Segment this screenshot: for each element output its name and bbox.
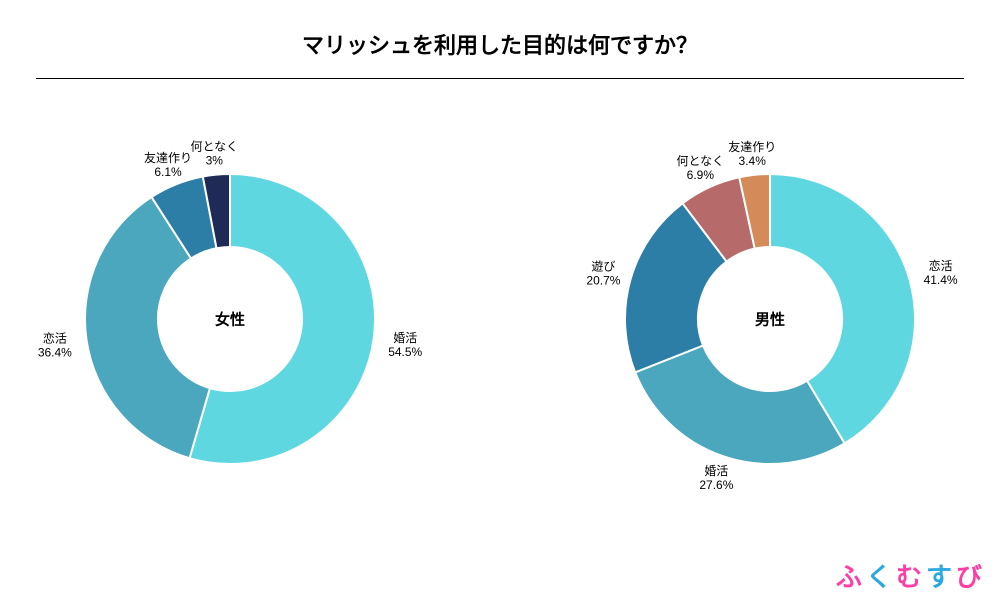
slice-label: 何となく6.9% [677,154,725,182]
slice-label: 何となく3% [190,140,238,168]
brand-char: び [956,557,986,594]
brand-char: む [896,557,926,594]
chart-male: 恋活41.4% 婚活27.6% 遊び20.7% 何となく6.9%友達作り3.4% 男性 [560,109,980,529]
slice-label: 友達作り6.1% [144,151,192,179]
slice-label: 婚活27.6% [699,464,733,492]
chart-female: 婚活54.5% 恋活36.4% 友達作り6.1%何となく3% 女性 [20,109,440,529]
slice-label: 友達作り3.4% [728,140,776,168]
page-title: マリッシュを利用した目的は何ですか？ [0,0,1000,78]
brand-logo: ふくむすび [836,557,986,594]
brand-char: く [866,557,896,594]
slice-label: 遊び20.7% [586,258,620,287]
title-rule [36,78,964,79]
brand-char: ふ [836,557,866,594]
charts-row: 婚活54.5% 恋活36.4% 友達作り6.1%何となく3% 女性 恋活41.4% 婚活… [0,109,1000,529]
slice-label: 恋活36.4% [38,330,72,359]
donut-male: 恋活41.4% 婚活27.6% 遊び20.7% 何となく6.9%友達作り3.4% 男性 [560,109,980,529]
slice-label: 恋活41.4% [924,258,958,287]
donut-center-label: 男性 [755,310,785,328]
slice-label: 婚活54.5% [388,331,422,359]
brand-char: す [926,557,956,594]
donut-female: 婚活54.5% 恋活36.4% 友達作り6.1%何となく3% 女性 [20,109,440,529]
donut-center-label: 女性 [215,310,245,328]
